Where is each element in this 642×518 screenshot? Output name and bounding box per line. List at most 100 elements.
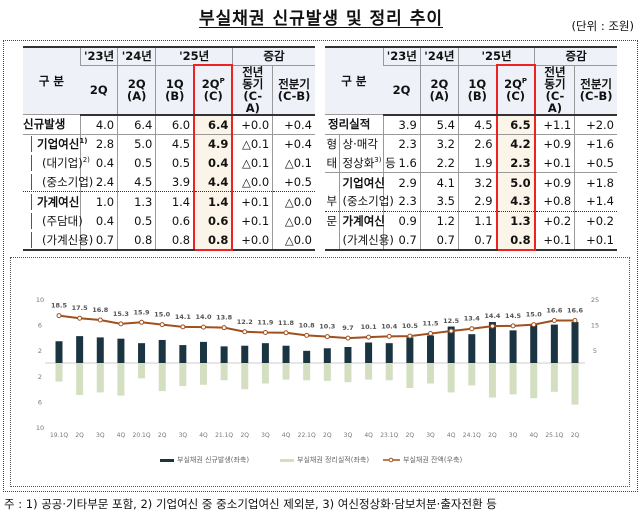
value-cell: 0.8 [495, 230, 536, 251]
row-label: (가계신용) [342, 232, 394, 247]
balance-point [551, 318, 557, 324]
value-cell: 3.2 [457, 172, 497, 192]
x-tick-label: 4Q [364, 432, 373, 439]
bar-new-issuance [241, 345, 249, 363]
value-cell: +0.8 [534, 191, 575, 212]
bar-new-issuance [96, 337, 104, 363]
value-cell: 2.9 [457, 191, 497, 212]
legend-label-new-issuance: 부실채권 신규발생(좌축) [177, 455, 249, 464]
bar-resolution [241, 363, 249, 390]
header-category: 구 분 [23, 46, 81, 116]
row-label: (중소기업) [342, 194, 394, 209]
row-label: 기업여신 [342, 175, 385, 190]
row-group-label: 태 [326, 155, 338, 170]
bar-resolution [344, 363, 352, 383]
balance-point [200, 324, 206, 330]
bar-resolution [303, 363, 311, 381]
x-tick-label: 4Q [117, 432, 126, 439]
balance-data-label: 15.3 [113, 310, 129, 318]
value-cell: △0.0 [231, 172, 273, 192]
value-cell: +0.5 [272, 172, 315, 192]
value-cell: 4.2 [495, 133, 536, 154]
bar-resolution [571, 363, 579, 405]
header-2024: '24년 [419, 46, 459, 66]
value-cell: +0.1 [574, 230, 617, 251]
table-row: (주담대) 0.4 0.5 0.6 0.6 +0.1 △0.0 [23, 211, 315, 231]
value-cell: 0.4 [193, 153, 234, 173]
value-cell: 2.8 [79, 133, 118, 154]
bar-new-issuance [427, 335, 435, 363]
value-cell: +0.2 [574, 210, 617, 231]
balance-data-label: 15.0 [526, 311, 543, 319]
value-cell: 0.7 [457, 230, 497, 251]
value-cell: 5.0 [117, 133, 156, 154]
value-cell: 0.7 [382, 230, 421, 251]
value-cell: +0.1 [534, 230, 575, 251]
balance-data-label: 14.1 [175, 313, 192, 321]
value-cell: 4.5 [457, 114, 497, 135]
balance-data-label: 16.6 [567, 307, 584, 315]
balance-data-label: 10.1 [361, 323, 378, 331]
value-cell: 0.7 [79, 230, 118, 251]
x-tick-label: 19.1Q [50, 432, 68, 439]
table-row: (대기업)2) 0.4 0.5 0.5 0.4 △0.1 △0.1 [23, 153, 315, 173]
balance-point [139, 319, 145, 325]
left-tick-label: 6 [38, 398, 42, 406]
x-tick-label: 3Q [344, 432, 353, 439]
value-cell: +0.1 [534, 153, 575, 173]
value-cell: 5.0 [495, 172, 536, 192]
header-2023: '23년 [382, 46, 421, 66]
value-cell: 4.3 [495, 191, 536, 212]
value-cell: +0.4 [272, 133, 315, 154]
value-cell: 2.9 [382, 172, 421, 192]
row-group-label: 형 [325, 133, 340, 154]
x-tick-label: 4Q [199, 432, 208, 439]
value-cell: 3.9 [382, 114, 421, 135]
value-cell: +1.8 [574, 172, 617, 192]
balance-point [428, 331, 434, 337]
x-tick-label: 23.1Q [380, 432, 398, 439]
npl-trend-chart: 10 6 2 2 6 10 25 15 5 19.1Q 2Q 3Q 4Q 20.1Q 2Q 3Q 4Q 21.1Q… [36, 296, 599, 464]
bar-new-issuance [199, 341, 207, 363]
table-row: 형 상·매각 2.3 3.2 2.6 4.2 +0.9 +1.6 [325, 133, 617, 154]
value-cell: 1.9 [457, 153, 497, 173]
bar-resolution [76, 363, 84, 395]
bar-new-issuance [220, 346, 228, 363]
value-cell: 2.2 [419, 153, 459, 173]
balance-data-label: 10.3 [319, 323, 335, 331]
x-tick-label: 4Q [282, 432, 291, 439]
value-cell: 0.4 [79, 153, 118, 173]
balance-point [345, 335, 351, 341]
bar-new-issuance [406, 337, 414, 363]
balance-point [180, 324, 186, 330]
bar-resolution [550, 363, 558, 392]
header-qoq: 전분기 (C-B) [272, 65, 315, 116]
row-group-label: 부 [326, 194, 338, 209]
value-cell: +1.6 [574, 133, 617, 154]
left-tick-label: 2 [38, 347, 42, 355]
balance-data-label: 16.8 [92, 306, 109, 314]
row-label: (대기업)2) [31, 154, 90, 171]
value-cell: 0.6 [193, 211, 234, 231]
balance-data-label: 15.9 [134, 308, 151, 316]
new-issuance-table: 구 분 '23년 '24년 '25년 증감 2Q 2Q (A) 1Q (B) 2QP (C) … [23, 46, 315, 251]
balance-data-label: 15.0 [154, 311, 171, 319]
balance-data-label: 11.5 [422, 320, 439, 328]
bar-resolution [117, 363, 125, 396]
balance-data-label: 18.5 [51, 302, 68, 310]
bar-new-issuance [509, 330, 517, 363]
value-cell: △0.0 [272, 211, 315, 231]
value-cell: 1.0 [79, 191, 118, 212]
bar-resolution [509, 363, 517, 395]
bar-resolution [158, 363, 166, 392]
value-cell: △0.1 [231, 133, 273, 154]
value-cell: 1.4 [155, 191, 195, 212]
balance-data-label: 14.4 [484, 312, 501, 320]
x-tick-label: 25.1Q [545, 432, 563, 439]
row-label: 신규발생 [23, 117, 66, 132]
value-cell: 5.4 [419, 114, 459, 135]
x-tick-label: 3Q [426, 432, 435, 439]
table-row: 부 (중소기업) 2.3 3.5 2.9 4.3 +0.8 +1.4 [325, 191, 617, 212]
table-row: 정리실적 3.9 5.4 4.5 6.5 +1.1 +2.0 [325, 114, 617, 135]
x-tick-label: 3Q [261, 432, 270, 439]
